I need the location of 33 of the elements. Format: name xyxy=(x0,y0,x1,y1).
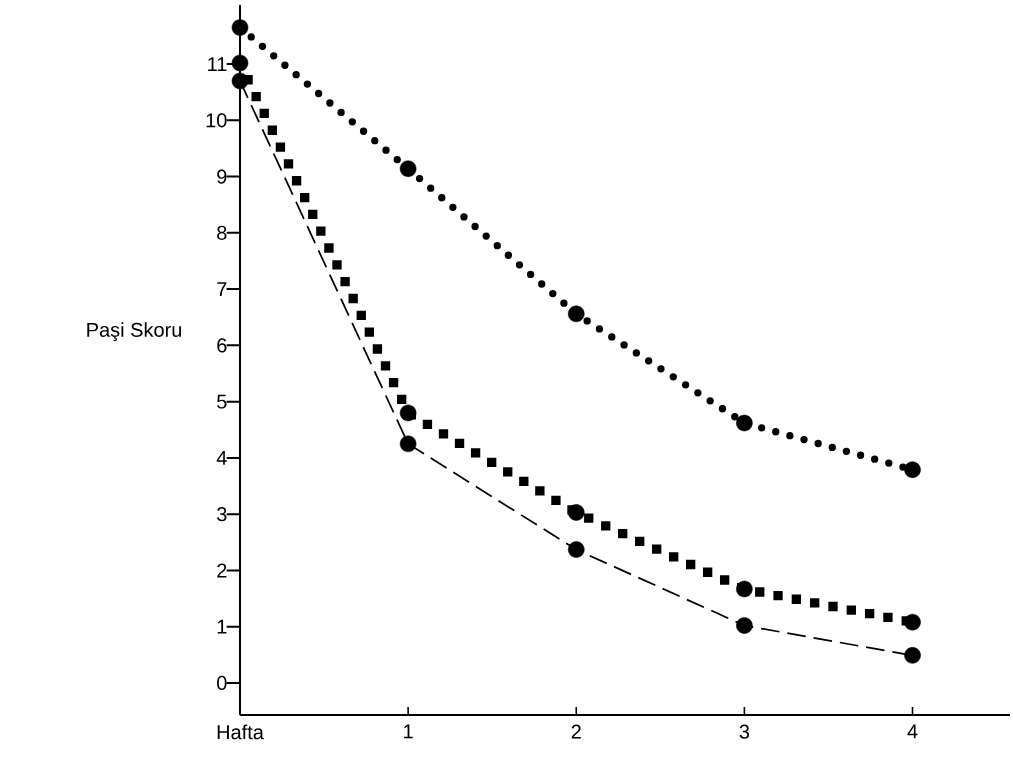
x-tick-label: 3 xyxy=(739,724,750,739)
point xyxy=(231,54,249,72)
point xyxy=(736,580,753,598)
point xyxy=(567,504,585,521)
x-tick-label: 4 xyxy=(907,724,918,739)
point xyxy=(231,19,249,36)
y-tick-label: 0 xyxy=(217,675,227,691)
point xyxy=(904,461,921,478)
x-tick-label: 1 xyxy=(404,724,413,739)
point xyxy=(736,617,753,634)
y-tick-label: 9 xyxy=(217,169,227,184)
y-axis-title: Paşi Skoru xyxy=(87,322,182,341)
point xyxy=(399,404,417,422)
y-tick-label: 4 xyxy=(216,451,227,465)
y-tick-label: 1 xyxy=(217,619,227,634)
point xyxy=(736,414,753,432)
y-tick-label: 2 xyxy=(217,563,227,578)
point xyxy=(399,435,417,453)
y-tick-label: 8 xyxy=(217,225,227,240)
y-tick-label: 5 xyxy=(217,394,227,409)
y-tick-label: 6 xyxy=(217,338,227,353)
point xyxy=(904,613,921,631)
point xyxy=(904,647,921,664)
point xyxy=(231,72,249,90)
y-tick-label: 7 xyxy=(217,282,227,296)
x-tick-label: 2 xyxy=(571,724,581,739)
point xyxy=(399,160,417,177)
x-tick-label: Hafta xyxy=(217,724,264,740)
point xyxy=(567,305,585,323)
y-tick-label: 11 xyxy=(208,57,227,71)
y-tick-label: 10 xyxy=(206,113,227,128)
point xyxy=(567,541,585,558)
y-tick-label: 3 xyxy=(217,507,227,522)
